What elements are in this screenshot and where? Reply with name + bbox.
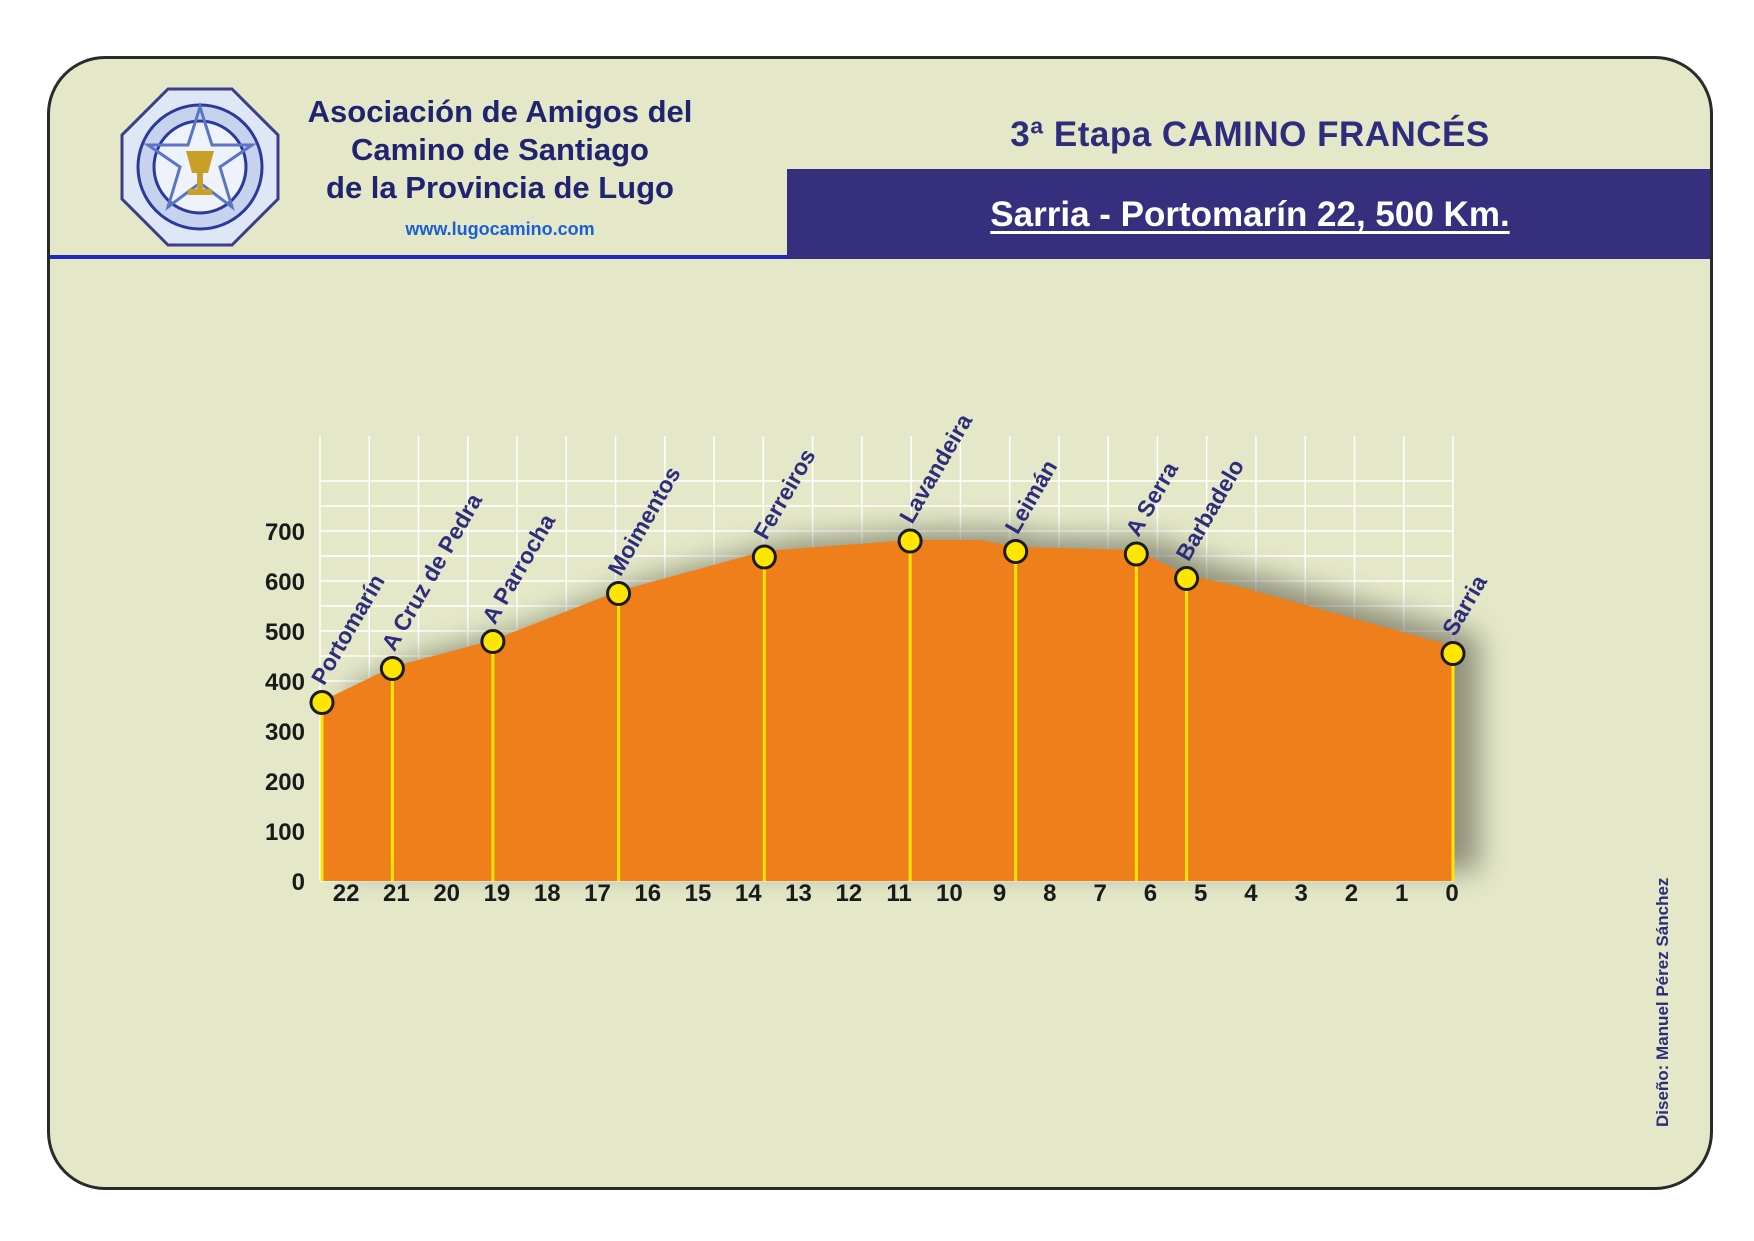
place-marker — [1003, 539, 1029, 564]
x-tick-label: 11 — [886, 880, 911, 907]
association-name-line-2: Camino de Santiago — [351, 132, 649, 167]
y-tick-label: 600 — [265, 569, 305, 596]
place-marker — [751, 544, 777, 570]
x-tick-label: 10 — [936, 880, 963, 907]
place-label: A Parrocha — [477, 509, 561, 628]
x-tick-label: 22 — [333, 880, 360, 907]
place-label: Ferreiros — [748, 444, 820, 543]
website-link[interactable]: www.lugocamino.com — [405, 219, 595, 239]
x-tick-label: 2 — [1345, 880, 1358, 907]
place-marker — [309, 690, 335, 715]
x-tick-label: 19 — [484, 880, 511, 907]
place-marker — [606, 581, 632, 606]
x-tick-label: 1 — [1395, 880, 1408, 907]
association-logo-icon — [120, 87, 280, 247]
x-tick-label: 3 — [1295, 880, 1308, 907]
route-banner: Sarria - Portomarín 22, 500 Km. — [787, 169, 1710, 259]
x-tick-label: 12 — [835, 880, 862, 907]
x-tick-label: 20 — [433, 880, 460, 907]
x-tick-label: 16 — [634, 880, 661, 907]
y-tick-label: 400 — [265, 669, 305, 696]
x-tick-label: 0 — [1445, 880, 1458, 907]
place-label: A Cruz de Pedra — [376, 489, 487, 655]
x-tick-label: 6 — [1144, 880, 1157, 907]
x-tick-label: 17 — [584, 880, 611, 907]
stage-title: 3ª Etapa CAMINO FRANCÉS — [1010, 115, 1490, 154]
x-tick-label: 9 — [993, 880, 1006, 907]
design-credit: Diseño: Manuel Pérez Sánchez — [1653, 877, 1672, 1127]
y-tick-label: 0 — [292, 869, 305, 896]
y-tick-label: 100 — [265, 819, 305, 846]
x-tick-label: 18 — [534, 880, 561, 907]
place-label: Portomarín — [306, 570, 390, 689]
x-tick-label: 8 — [1043, 880, 1056, 907]
place-marker — [1123, 541, 1149, 567]
x-tick-label: 5 — [1194, 880, 1207, 907]
place-label: Lavandeira — [894, 409, 977, 527]
y-tick-label: 300 — [265, 719, 305, 746]
association-name-line-3: de la Provincia de Lugo — [326, 170, 674, 205]
header-divider — [50, 255, 990, 259]
association-name: Asociación de Amigos del Camino de Santi… — [280, 93, 720, 207]
x-tick-label: 21 — [383, 880, 410, 907]
place-marker — [1440, 641, 1466, 666]
elevation-area — [322, 540, 1453, 881]
x-tick-label: 14 — [735, 880, 762, 907]
route-card: Asociación de Amigos del Camino de Santi… — [47, 56, 1713, 1190]
y-tick-label: 700 — [265, 519, 305, 546]
place-label: A Serra — [1120, 457, 1183, 540]
x-tick-label: 15 — [685, 880, 712, 907]
x-tick-label: 13 — [785, 880, 812, 907]
x-tick-label: 4 — [1244, 880, 1258, 907]
route-title: Sarria - Portomarín 22, 500 Km. — [990, 195, 1510, 234]
association-name-line-1: Asociación de Amigos del — [307, 94, 693, 129]
place-marker — [897, 528, 923, 554]
y-tick-label: 200 — [265, 769, 305, 796]
y-tick-label: 500 — [265, 619, 305, 646]
x-tick-label: 7 — [1093, 880, 1106, 907]
place-marker — [1174, 566, 1200, 591]
place-marker — [379, 656, 405, 681]
place-marker — [480, 629, 506, 654]
